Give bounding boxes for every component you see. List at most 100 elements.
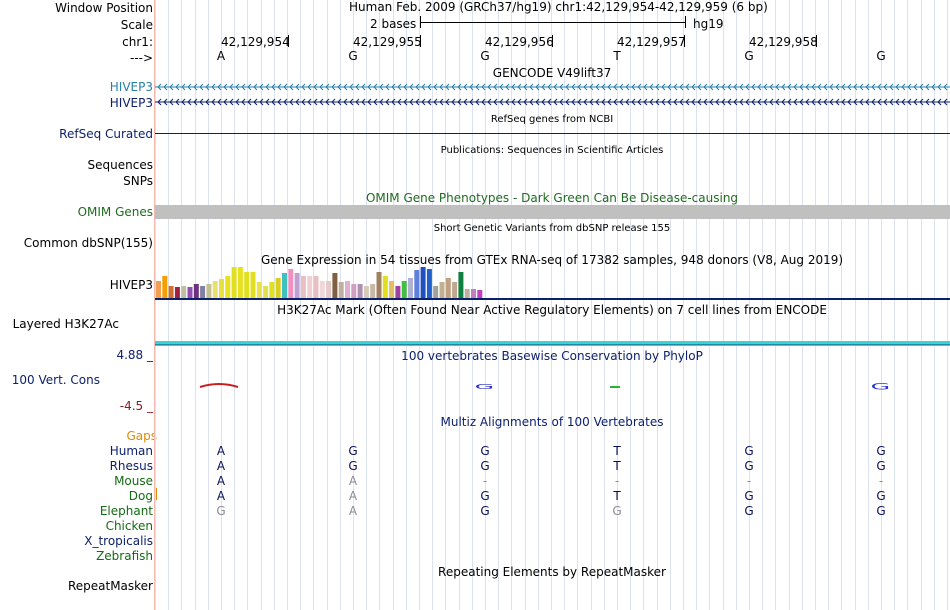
gtex-tissue-bar[interactable] bbox=[395, 286, 401, 298]
alignment-base: A bbox=[348, 474, 358, 488]
gtex-tissue-bar[interactable] bbox=[433, 286, 439, 298]
gtex-tissue-bar[interactable] bbox=[458, 272, 464, 298]
track-label-hivep3-1[interactable]: HIVEP3 bbox=[109, 80, 153, 94]
track-label-gtex[interactable]: HIVEP3 bbox=[109, 278, 153, 292]
gtex-tissue-bar[interactable] bbox=[420, 267, 426, 298]
gtex-tissue-bar[interactable] bbox=[389, 281, 395, 298]
alignment-base: G bbox=[480, 504, 490, 518]
gtex-tissue-bar[interactable] bbox=[464, 289, 470, 298]
gtex-tissue-bar[interactable] bbox=[307, 276, 313, 298]
gtex-tissue-bar[interactable] bbox=[219, 279, 224, 298]
species-label-elephant: Elephant bbox=[99, 504, 153, 518]
gtex-tissue-bar[interactable] bbox=[439, 282, 445, 298]
position-tick-1 bbox=[288, 35, 289, 47]
gtex-tissue-bar[interactable] bbox=[401, 281, 407, 298]
species-label-dog: Dog bbox=[128, 489, 153, 503]
gtex-tissue-bar[interactable] bbox=[414, 270, 420, 298]
ref-base-3: G bbox=[480, 49, 490, 63]
gtex-tissue-bar[interactable] bbox=[269, 282, 275, 298]
alignment-base: A bbox=[348, 489, 358, 503]
gtex-tissue-bar[interactable] bbox=[376, 272, 382, 298]
gtex-tissue-bar[interactable] bbox=[351, 284, 357, 298]
alignment-base: - bbox=[614, 474, 620, 488]
gtex-tissue-bar[interactable] bbox=[319, 281, 325, 298]
genome-browser-image[interactable]: Human Feb. 2009 (GRCh37/hg19) chr1:42,12… bbox=[155, 0, 950, 610]
phylop-logos[interactable]: G G bbox=[155, 375, 950, 395]
track-label-snps[interactable]: SNPs bbox=[123, 174, 153, 188]
gtex-tissue-bar[interactable] bbox=[244, 272, 250, 298]
gtex-bar-chart[interactable] bbox=[155, 266, 950, 300]
gtex-tissue-bar[interactable] bbox=[193, 284, 199, 298]
gtex-tissue-bar[interactable] bbox=[200, 286, 206, 298]
gtex-tissue-bar[interactable] bbox=[332, 273, 338, 298]
gtex-tissue-bar[interactable] bbox=[250, 272, 256, 298]
scale-value: 2 bases bbox=[370, 17, 417, 31]
gtex-tissue-bar[interactable] bbox=[212, 281, 218, 298]
gtex-tissue-bar[interactable] bbox=[275, 278, 281, 298]
gtex-tissue-bar[interactable] bbox=[426, 269, 432, 298]
transcript-hivep3-1 bbox=[155, 83, 950, 91]
gtex-tissue-bar[interactable] bbox=[263, 286, 269, 298]
gtex-tissue-bar[interactable] bbox=[338, 282, 344, 298]
gencode-transcripts[interactable] bbox=[155, 82, 950, 108]
species-label-zebrafish: Zebrafish bbox=[96, 549, 153, 563]
refseq-track-title: RefSeq genes from NCBI bbox=[490, 114, 614, 125]
gtex-tissue-bar[interactable] bbox=[174, 287, 180, 298]
gtex-tissue-bar[interactable] bbox=[326, 281, 332, 298]
alignment-base: G bbox=[612, 504, 622, 518]
gtex-tissue-bar[interactable] bbox=[363, 286, 369, 298]
position-4: 42,129,957 bbox=[617, 35, 686, 49]
gtex-tissue-bar[interactable] bbox=[445, 278, 451, 298]
gtex-tissue-bar[interactable] bbox=[256, 282, 262, 298]
gtex-tissue-bar[interactable] bbox=[477, 290, 483, 298]
gtex-tissue-bar[interactable] bbox=[187, 287, 193, 298]
gtex-tissue-bar[interactable] bbox=[206, 284, 212, 298]
gtex-tissue-bar[interactable] bbox=[408, 278, 413, 298]
gtex-tissue-bar[interactable] bbox=[282, 273, 287, 298]
gtex-tissue-bar[interactable] bbox=[231, 267, 237, 298]
gtex-tissue-bar[interactable] bbox=[225, 276, 231, 298]
track-label-omim[interactable]: OMIM Genes bbox=[77, 205, 153, 219]
gtex-tissue-bar[interactable] bbox=[181, 286, 187, 298]
track-label-dbsnp[interactable]: Common dbSNP(155) bbox=[23, 236, 153, 250]
gtex-tissue-bar[interactable] bbox=[471, 289, 476, 298]
track-label-phylop[interactable]: 100 Vert. Cons bbox=[11, 373, 100, 387]
h3k27ac-signal-line bbox=[155, 344, 950, 345]
gtex-tissue-bar[interactable] bbox=[452, 282, 458, 298]
track-label-repeatmasker[interactable]: RepeatMasker bbox=[67, 579, 153, 593]
species-label-human: Human bbox=[109, 444, 153, 458]
omim-track-title: OMIM Gene Phenotypes - Dark Green Can Be… bbox=[365, 191, 739, 205]
gtex-tissue-bar[interactable] bbox=[313, 276, 319, 298]
gtex-tissue-bar[interactable] bbox=[168, 286, 174, 298]
track-label-refseq[interactable]: RefSeq Curated bbox=[59, 127, 153, 141]
ref-base-1: A bbox=[216, 49, 226, 63]
panel-divider[interactable] bbox=[154, 0, 155, 610]
gtex-tissue-bar[interactable] bbox=[294, 273, 300, 298]
gtex-tissue-bar[interactable] bbox=[370, 284, 376, 298]
track-label-h3k27ac[interactable]: Layered H3K27Ac bbox=[12, 317, 119, 331]
transcript-hivep3-2 bbox=[155, 98, 950, 106]
gtex-tissue-bar[interactable] bbox=[300, 276, 306, 298]
alignment-base: G bbox=[480, 459, 490, 473]
species-label-mouse: Mouse bbox=[114, 474, 153, 488]
track-label-sequences[interactable]: Sequences bbox=[87, 158, 153, 172]
ref-base-2: G bbox=[348, 49, 358, 63]
gtex-tissue-bar[interactable] bbox=[162, 276, 168, 298]
gtex-tissue-bar[interactable] bbox=[357, 284, 363, 298]
refseq-gene-line[interactable] bbox=[155, 133, 950, 134]
gtex-tissue-bar[interactable] bbox=[345, 281, 350, 298]
gtex-tissue-bar[interactable] bbox=[288, 269, 294, 298]
alignment-base: G bbox=[348, 459, 358, 473]
gtex-tissue-bar[interactable] bbox=[156, 281, 161, 298]
gencode-track-title: GENCODE V49lift37 bbox=[492, 66, 612, 80]
track-label-hivep3-2[interactable]: HIVEP3 bbox=[109, 96, 153, 110]
track-label-gaps[interactable]: Gaps bbox=[126, 429, 157, 443]
gtex-tissue-bar[interactable] bbox=[382, 276, 388, 298]
chr-label: chr1: bbox=[122, 35, 153, 49]
h3k27ac-signal[interactable] bbox=[155, 341, 950, 346]
gtex-tissue-bar[interactable] bbox=[237, 267, 243, 298]
multiz-track-title: Multiz Alignments of 100 Vertebrates bbox=[440, 415, 664, 429]
omim-gene-bar[interactable] bbox=[155, 205, 950, 219]
position-5: 42,129,958 bbox=[749, 35, 818, 49]
gtex-baseline bbox=[155, 298, 950, 300]
